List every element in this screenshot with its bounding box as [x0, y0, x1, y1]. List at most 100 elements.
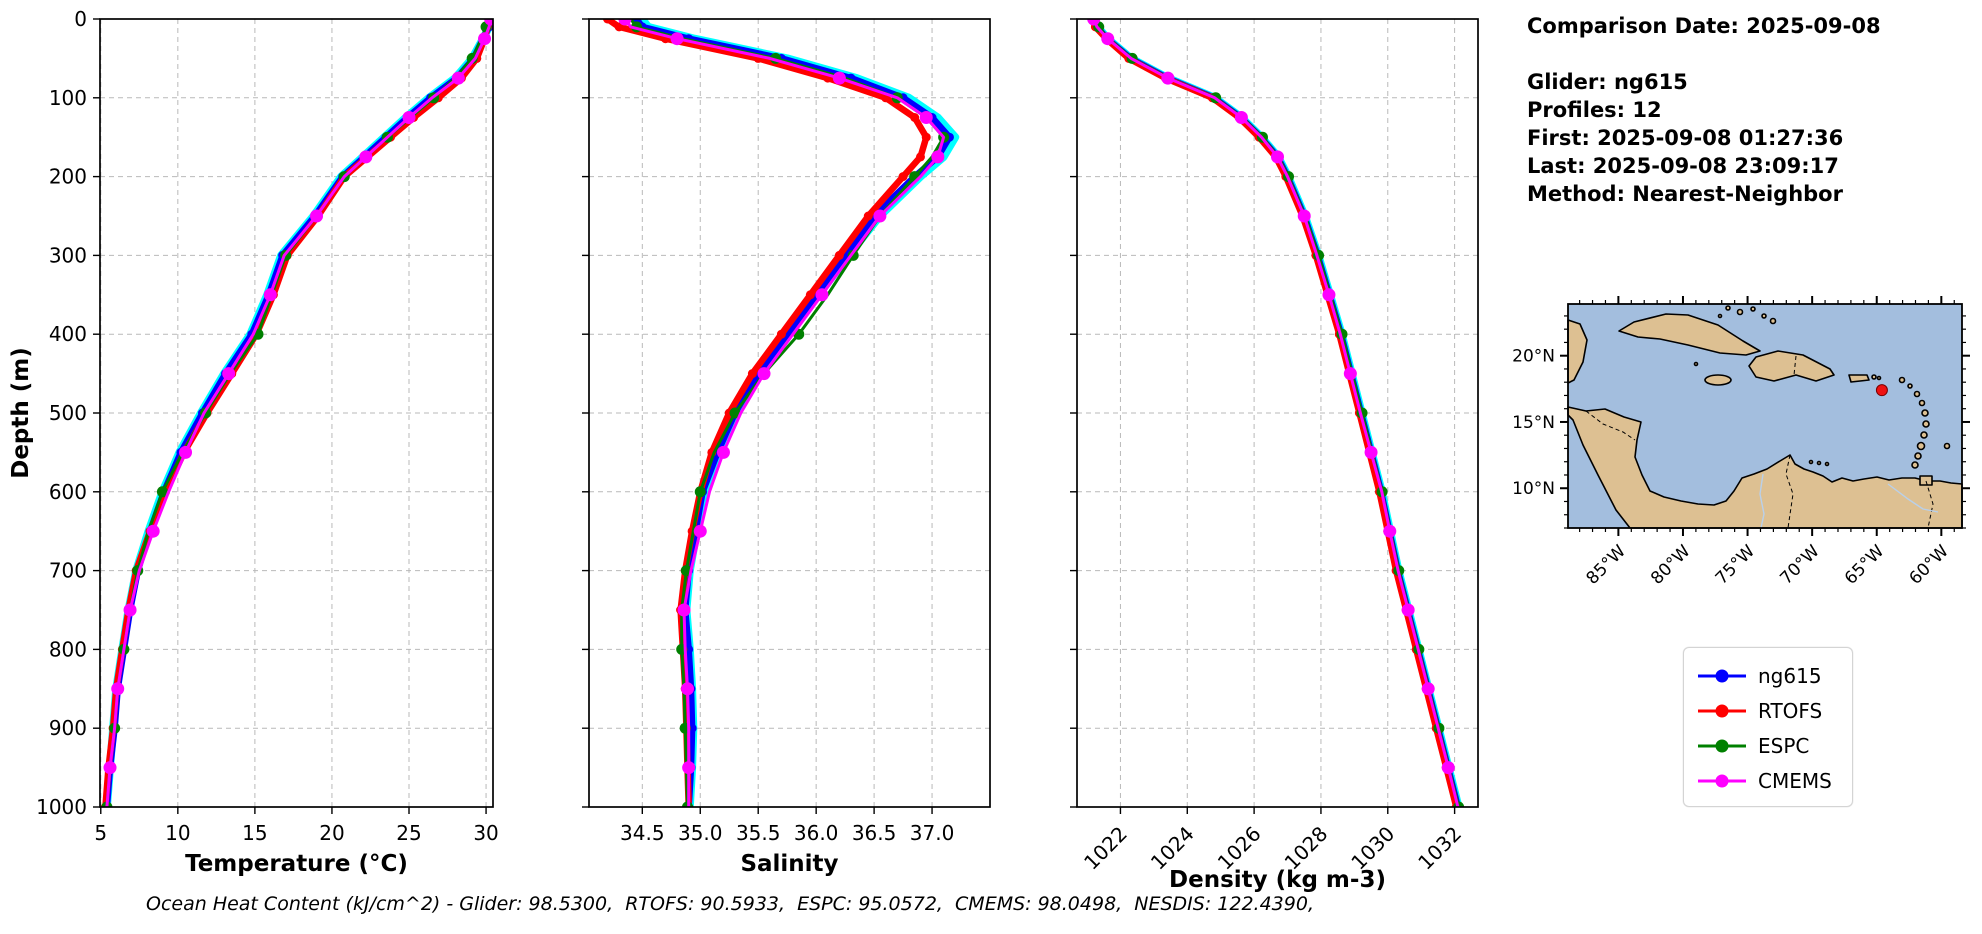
density-axis-label: Density (kg m-3)	[1169, 867, 1386, 893]
svg-text:800: 800	[49, 637, 87, 661]
legend: ng615 RTOFS ESPC CMEMS	[1683, 647, 1853, 807]
svg-text:60°W: 60°W	[1906, 541, 1953, 588]
first-profile-time-text: First: 2025-09-08 01:27:36	[1527, 126, 1844, 150]
map-borders	[1585, 355, 1934, 529]
map-antilles	[1907, 383, 1913, 389]
map-islet	[1761, 313, 1767, 319]
salinity-axis-label: Salinity	[740, 851, 839, 877]
svg-text:900: 900	[49, 716, 87, 740]
map-ticks	[1560, 296, 1970, 536]
gridlines	[100, 18, 493, 808]
legend-line-sample	[1698, 739, 1746, 752]
glider-id-text: Glider: ng615	[1527, 70, 1688, 94]
map-frame	[1567, 303, 1963, 529]
series-CMEMS-markers	[103, 19, 493, 775]
svg-text:5: 5	[94, 821, 107, 845]
svg-text:25: 25	[396, 821, 421, 845]
info-spacer	[1527, 40, 1881, 68]
legend-item-espc: ESPC	[1684, 728, 1852, 763]
svg-text:20°N: 20°N	[1512, 347, 1555, 367]
svg-text:36.0: 36.0	[794, 821, 839, 845]
legend-item-rtofs: RTOFS	[1684, 693, 1852, 728]
profiles-count-text: Profiles: 12	[1527, 98, 1662, 122]
legend-label: ESPC	[1758, 733, 1810, 758]
map-jamaica	[1704, 374, 1732, 386]
svg-text:0: 0	[74, 7, 87, 31]
ohc-footer: Ocean Heat Content (kJ/cm^2) - Glider: 9…	[146, 893, 1314, 915]
map-trinidad	[1919, 475, 1933, 486]
svg-text:100: 100	[49, 86, 87, 110]
series-ESPC-markers	[631, 21, 950, 807]
series-ESPC-line	[629, 19, 946, 807]
svg-text:34.5: 34.5	[620, 821, 665, 845]
legend-label: CMEMS	[1758, 768, 1832, 793]
legend-label: RTOFS	[1758, 698, 1823, 723]
map-rivers	[1759, 473, 1939, 529]
map-antilles	[1898, 376, 1906, 384]
series-CMEMS-line	[623, 19, 946, 807]
axis-ticks	[93, 18, 487, 814]
axis-ticks	[1070, 18, 1456, 814]
x-tick-labels: 34.5 35.0 35.5 36.0 36.5 37.0	[620, 821, 954, 845]
svg-text:10°N: 10°N	[1512, 479, 1555, 499]
last-profile-time-text: Last: 2025-09-08 23:09:17	[1527, 154, 1839, 178]
svg-text:15: 15	[242, 821, 267, 845]
density-profile-chart: 1022 1024 1026 1028 1030 1032	[1070, 18, 1479, 875]
series-CMEMS-line	[1092, 19, 1460, 807]
svg-text:35.0: 35.0	[678, 821, 723, 845]
map-antilles	[1913, 390, 1921, 398]
svg-text:400: 400	[49, 322, 87, 346]
map-antilles	[1920, 431, 1928, 439]
svg-text:75°W: 75°W	[1712, 541, 1759, 588]
comparison-date-text: Comparison Date: 2025-09-08	[1527, 14, 1881, 38]
map-islet	[1876, 375, 1882, 381]
svg-text:10: 10	[165, 821, 190, 845]
svg-text:20: 20	[319, 821, 344, 845]
map-antilles	[1911, 461, 1919, 469]
map-islet	[1871, 374, 1877, 380]
map-islet	[1816, 460, 1822, 466]
legend-item-cmems: CMEMS	[1684, 763, 1852, 798]
series-ESPC-markers	[1093, 21, 1465, 807]
x-tick-labels: 5 10 15 20 25 30	[94, 821, 498, 845]
map-cuba	[1618, 313, 1761, 356]
map-antilles	[1916, 441, 1926, 451]
legend-label: ng615	[1758, 663, 1822, 688]
axis-ticks	[582, 18, 933, 814]
map-barbados	[1943, 442, 1951, 450]
series-CMEMS-markers	[1087, 19, 1455, 775]
svg-text:65°W: 65°W	[1841, 541, 1888, 588]
svg-text:15°N: 15°N	[1512, 413, 1555, 433]
series-CMEMS-markers	[618, 19, 945, 775]
legend-line-sample	[1698, 774, 1746, 787]
legend-line-sample	[1698, 704, 1746, 717]
svg-text:36.5: 36.5	[852, 821, 897, 845]
map-islet	[1693, 361, 1699, 367]
legend-line-sample	[1698, 669, 1746, 682]
map-antilles	[1922, 420, 1930, 428]
map-islet	[1769, 317, 1777, 325]
map-islet	[1750, 306, 1756, 312]
temperature-profile-chart: 5 10 15 20 25 3001002003004005006007008009001…	[36, 7, 499, 845]
svg-text:30: 30	[473, 821, 498, 845]
method-text: Method: Nearest-Neighbor	[1527, 182, 1843, 206]
info-panel: Comparison Date: 2025-09-08 Glider: ng61…	[1527, 12, 1881, 208]
map-antilles	[1921, 409, 1929, 417]
map-islet	[1736, 308, 1744, 316]
svg-text:85°W: 85°W	[1583, 541, 1630, 588]
salinity-profile-chart: 34.5 35.0 35.5 36.0 36.5 37.0	[582, 18, 991, 845]
map-inset: 20°N 15°N 10°N 85°W 80°W 75°W 70°W 65°W 60°W	[1512, 296, 1970, 589]
temperature-axis-label: Temperature (°C)	[185, 851, 408, 877]
depth-tick-labels: 0 100 200 300 400 500 600 700 800 900 1000	[36, 7, 87, 819]
map-antilles	[1918, 399, 1926, 407]
svg-text:600: 600	[49, 480, 87, 504]
map-islet	[1717, 313, 1723, 319]
map-antilles	[1914, 452, 1922, 460]
series-ng615-line	[633, 19, 953, 807]
gridlines	[1077, 18, 1478, 808]
series-ESPC-markers	[101, 21, 492, 807]
map-islet	[1725, 305, 1731, 311]
svg-text:700: 700	[49, 559, 87, 583]
svg-text:1000: 1000	[36, 795, 87, 819]
